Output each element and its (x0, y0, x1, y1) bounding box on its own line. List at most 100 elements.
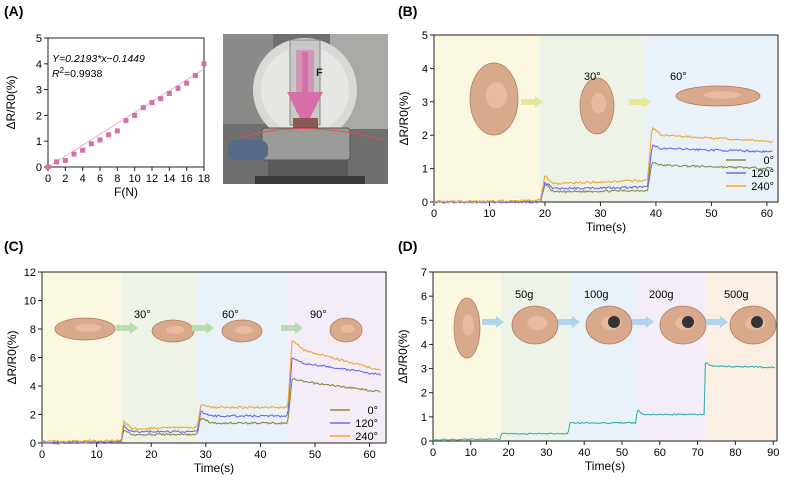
panel-c-chart: 0 10 20 30 40 50 60 0 2 4 6 8 10 12 Time(s) ΔR/R0(%) 0°1… (5, 267, 387, 475)
series-line-2 (433, 144, 773, 204)
x-tick-label: 40 (578, 447, 590, 459)
y-tick-label: 2 (422, 130, 428, 142)
y-tick-label: 0 (421, 436, 427, 448)
x-tick-label: 4 (80, 173, 86, 185)
data-point (97, 137, 103, 143)
x-tick-label: 80 (729, 447, 741, 459)
y-tick-label: 4 (30, 381, 36, 393)
x-tick-label: 30 (594, 208, 606, 220)
y-tick-label: 2 (36, 110, 42, 122)
fit-equation: Y=0.2193*x−0.1449 (52, 53, 145, 65)
data-point (114, 128, 120, 134)
series-line-1 (432, 362, 776, 441)
y-tick-label: 2 (30, 410, 36, 422)
legend-entry: 0° (763, 155, 774, 167)
x-tick-label: 20 (145, 449, 157, 461)
weight-disc (608, 316, 620, 328)
data-point (184, 80, 190, 86)
y-tick-label: 5 (36, 33, 42, 45)
stage-arrow (521, 96, 543, 108)
panel-b: (B) 0 10 20 30 40 50 60 0 1 2 3 4 5 Time(s) ΔR/R0(%) 0°… (397, 3, 779, 234)
y-tick-label: 5 (421, 315, 427, 327)
y-axis-label: ΔR/R0(%) (396, 329, 410, 383)
y-tick-label: 2 (421, 388, 427, 400)
r2-sup: 2 (60, 66, 65, 75)
stage-label-60: 60° (222, 309, 239, 321)
y-axis-label: ΔR/R0(%) (5, 330, 19, 384)
stage-band-1 (42, 272, 122, 443)
data-point (166, 90, 172, 96)
hand-50g-image-highlight (527, 316, 548, 330)
stage-label-90: 90° (310, 309, 327, 321)
y-tick-label: 0 (30, 438, 36, 450)
stage-label-500g: 500g (724, 289, 748, 301)
stage-arrow (281, 322, 303, 334)
x-tick-label: 0 (39, 449, 45, 461)
stage-band-2 (121, 272, 198, 443)
panel-d-label: (D) (398, 238, 417, 254)
stage-arrow (629, 96, 651, 108)
hand-30-image-highlight (591, 93, 607, 114)
stage-band-3 (569, 272, 638, 441)
x-tick-label: 16 (181, 173, 193, 185)
y-tick-label: 6 (421, 291, 427, 303)
x-tick-label: 10 (465, 447, 477, 459)
x-tick-label: 10 (129, 173, 141, 185)
stage-label-30: 30° (584, 71, 601, 83)
stage-arrow (706, 316, 728, 328)
hand-flat-image-highlight (74, 323, 102, 332)
weight-disc (751, 316, 763, 328)
x-tick-label: 0 (431, 208, 437, 220)
x-tick-label: 2 (62, 173, 68, 185)
stage-label-100g: 100g (584, 289, 608, 301)
hand-30-image-highlight (165, 325, 185, 334)
x-tick-label: 60 (761, 208, 773, 220)
hand-60-image-highlight (235, 325, 253, 334)
y-tick-label: 0 (36, 162, 42, 174)
x-tick-label: 30 (200, 449, 212, 461)
y-tick-label: 10 (24, 296, 36, 308)
data-point (149, 100, 155, 105)
stage-band-3 (644, 35, 778, 202)
data-point (54, 159, 60, 165)
series-line-3 (41, 340, 381, 443)
legend-entry: 120° (355, 418, 378, 430)
panel-b-chart: 0 10 20 30 40 50 60 0 1 2 3 4 5 Time(s) ΔR/R0(%) 0°120°… (397, 30, 779, 234)
x-tick-label: 60 (363, 449, 375, 461)
data-point (80, 147, 86, 153)
data-point (123, 118, 129, 124)
y-tick-label: 3 (36, 85, 42, 97)
stage-label-200g: 200g (649, 289, 673, 301)
series-line-3 (433, 126, 773, 204)
r2-prefix: R (52, 68, 60, 80)
plot-frame (432, 271, 778, 442)
stage-band-4 (637, 272, 706, 441)
stage-arrow (116, 322, 138, 334)
x-tick-label: 8 (114, 173, 120, 185)
x-tick-label: 70 (691, 447, 703, 459)
x-tick-label: 12 (146, 173, 158, 185)
x-tick-label: 40 (650, 208, 662, 220)
x-tick-label: 0 (430, 447, 436, 459)
y-tick-label: 5 (422, 30, 428, 42)
x-axis-label: Time(s) (586, 220, 626, 234)
y-tick-label: 3 (421, 364, 427, 376)
panel-b-label: (B) (398, 3, 417, 19)
y-tick-label: 1 (422, 164, 428, 176)
x-tick-label: 30 (540, 447, 552, 459)
y-tick-label: 4 (36, 59, 42, 71)
weight-disc (682, 316, 694, 328)
x-axis-label: Time(s) (585, 459, 625, 473)
data-point (132, 112, 138, 118)
plot-frame (47, 37, 205, 168)
x-tick-label: 20 (539, 208, 551, 220)
data-point (71, 151, 77, 157)
legend-entry: 0° (367, 405, 378, 417)
force-label: F (316, 67, 323, 79)
panel-d: (D) 0 10 20 30 40 50 60 70 80 90 0 1 2 3 4 5 6 7 Time(s) ΔR… (396, 238, 779, 473)
stage-band-4 (287, 272, 386, 443)
panel-c: (C) 0 10 20 30 40 50 60 0 2 4 6 8 10 12 Time(s) ΔR/R0(%… (4, 238, 387, 475)
stage-band-3 (197, 272, 288, 443)
x-tick-label: 10 (483, 208, 495, 220)
